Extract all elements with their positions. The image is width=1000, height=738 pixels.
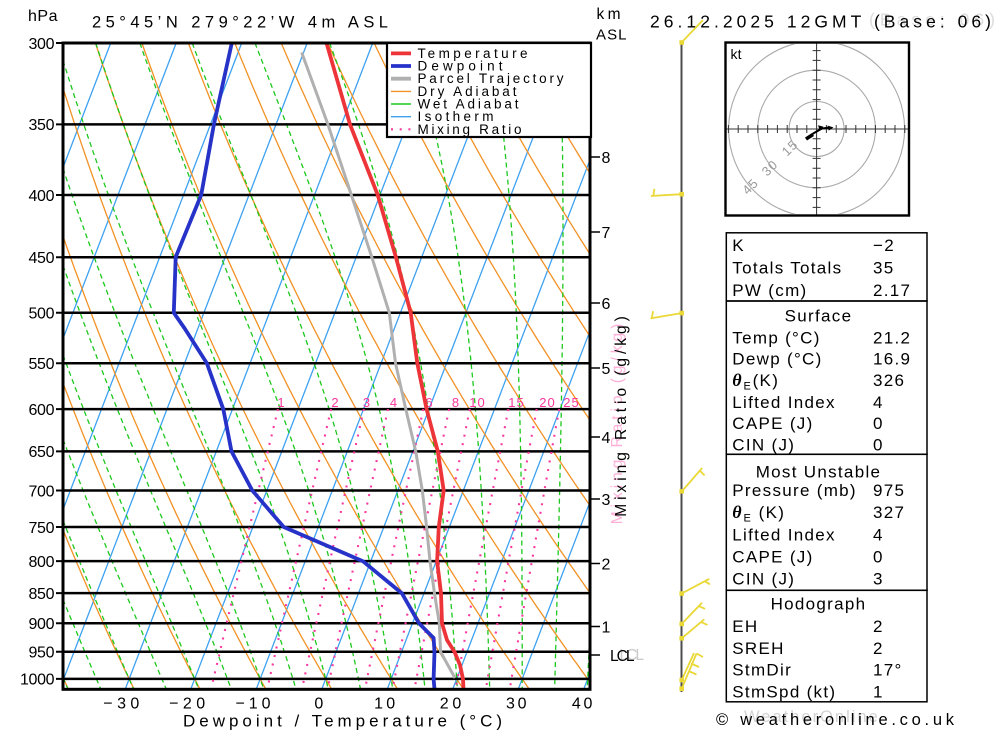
svg-text:500: 500 <box>29 306 55 323</box>
svg-text:CAPE (J): CAPE (J) <box>732 548 813 567</box>
svg-text:900: 900 <box>29 616 55 633</box>
svg-text:θE(K): θE(K) <box>732 370 779 393</box>
svg-text:−30: −30 <box>103 696 139 713</box>
svg-text:2: 2 <box>873 617 884 636</box>
svg-text:17°: 17° <box>873 661 903 680</box>
svg-text:km: km <box>597 6 621 23</box>
svg-text:Pressure (mb): Pressure (mb) <box>732 481 857 500</box>
svg-text:WeatherOnline: WeatherOnline <box>744 708 880 726</box>
svg-text:Surface: Surface <box>785 306 853 325</box>
svg-text:K: K <box>732 236 745 255</box>
svg-text:Wet Adiabat: Wet Adiabat <box>418 97 519 112</box>
svg-text:−20: −20 <box>169 696 205 713</box>
svg-text:300: 300 <box>29 36 55 53</box>
svg-text:4: 4 <box>873 393 884 412</box>
svg-text:326: 326 <box>873 371 905 390</box>
svg-text:10: 10 <box>469 395 485 410</box>
svg-text:8: 8 <box>602 150 611 167</box>
svg-text:4: 4 <box>602 430 611 447</box>
svg-text:25: 25 <box>563 395 579 410</box>
svg-text:−10: −10 <box>236 696 271 713</box>
svg-text:400: 400 <box>29 188 55 205</box>
svg-text:0: 0 <box>314 696 323 713</box>
svg-text:CIN (J): CIN (J) <box>732 435 795 454</box>
svg-text:20: 20 <box>539 395 555 410</box>
svg-text:2: 2 <box>602 556 611 573</box>
svg-text:−2: −2 <box>873 236 895 255</box>
svg-text:327: 327 <box>873 503 905 522</box>
svg-text:StmSpd (kt): StmSpd (kt) <box>732 683 836 702</box>
svg-text:CIN (J): CIN (J) <box>732 570 795 589</box>
svg-text:550: 550 <box>29 356 55 373</box>
svg-text:EH: EH <box>732 617 758 636</box>
svg-text:Most Unstable: Most Unstable <box>756 463 882 482</box>
svg-text:750: 750 <box>29 520 55 537</box>
svg-text:21.2: 21.2 <box>873 328 911 347</box>
svg-text:650: 650 <box>29 444 55 461</box>
svg-text:950: 950 <box>29 645 55 662</box>
svg-text:θE (K): θE (K) <box>732 502 785 525</box>
svg-text:1: 1 <box>873 683 884 702</box>
svg-text:1000: 1000 <box>20 672 55 689</box>
svg-text:8: 8 <box>452 395 460 410</box>
svg-text:2: 2 <box>873 639 884 658</box>
svg-text:15: 15 <box>508 395 524 410</box>
svg-text:600: 600 <box>29 402 55 419</box>
svg-text:LCL: LCL <box>610 648 635 665</box>
svg-text:Dewpoint / Temperature (°C): Dewpoint / Temperature (°C) <box>183 711 502 730</box>
svg-text:3: 3 <box>363 395 371 410</box>
svg-text:Temp (°C): Temp (°C) <box>732 328 820 347</box>
svg-text:4: 4 <box>390 395 398 410</box>
svg-text:PW (cm): PW (cm) <box>732 281 807 300</box>
svg-text:0: 0 <box>873 548 884 567</box>
svg-text:350: 350 <box>29 117 55 134</box>
svg-text:hPa: hPa <box>28 8 58 25</box>
svg-text:Lifted Index: Lifted Index <box>732 526 836 545</box>
svg-text:3: 3 <box>602 492 611 509</box>
svg-text:0: 0 <box>873 414 884 433</box>
svg-text:Dewpoint: Dewpoint <box>418 59 503 74</box>
svg-text:6: 6 <box>425 395 433 410</box>
svg-text:4: 4 <box>873 526 884 545</box>
svg-text:16.9: 16.9 <box>873 350 911 369</box>
svg-text:StmDir: StmDir <box>732 661 792 680</box>
svg-text:CAPE (J): CAPE (J) <box>732 414 813 433</box>
svg-text:2: 2 <box>331 395 339 410</box>
svg-text:kt: kt <box>731 46 742 62</box>
svg-text:Isotherm: Isotherm <box>418 109 494 124</box>
svg-text:Totals Totals: Totals Totals <box>732 258 842 277</box>
svg-text:0: 0 <box>873 435 884 454</box>
svg-text:450: 450 <box>29 250 55 267</box>
svg-text:7: 7 <box>602 225 611 242</box>
svg-text:Dewp (°C): Dewp (°C) <box>732 350 822 369</box>
svg-text:6: 6 <box>602 296 611 313</box>
svg-text:Mixing Ratio (g/kg): Mixing Ratio (g/kg) <box>609 324 626 525</box>
svg-text:Lifted Index: Lifted Index <box>732 393 836 412</box>
svg-text:(Base: 06): (Base: 06) <box>869 10 995 30</box>
svg-text:1: 1 <box>277 395 285 410</box>
svg-text:SREH: SREH <box>732 639 784 658</box>
svg-text:Mixing Ratio (g/kg): Mixing Ratio (g/kg) <box>613 316 630 517</box>
svg-text:3: 3 <box>873 570 884 589</box>
svg-text:Hodograph: Hodograph <box>771 595 867 614</box>
svg-text:975: 975 <box>873 481 905 500</box>
svg-text:Mixing Ratio: Mixing Ratio <box>418 122 522 137</box>
svg-text:Dry Adiabat: Dry Adiabat <box>418 84 517 99</box>
svg-text:ASL: ASL <box>596 27 627 44</box>
svg-text:35: 35 <box>873 258 895 277</box>
svg-text:850: 850 <box>29 586 55 603</box>
svg-text:700: 700 <box>29 483 55 500</box>
svg-text:800: 800 <box>29 554 55 571</box>
svg-text:1: 1 <box>602 619 611 636</box>
svg-text:LCL: LCL <box>620 647 645 664</box>
svg-text:2.17: 2.17 <box>873 281 911 300</box>
svg-text:5: 5 <box>602 361 611 378</box>
